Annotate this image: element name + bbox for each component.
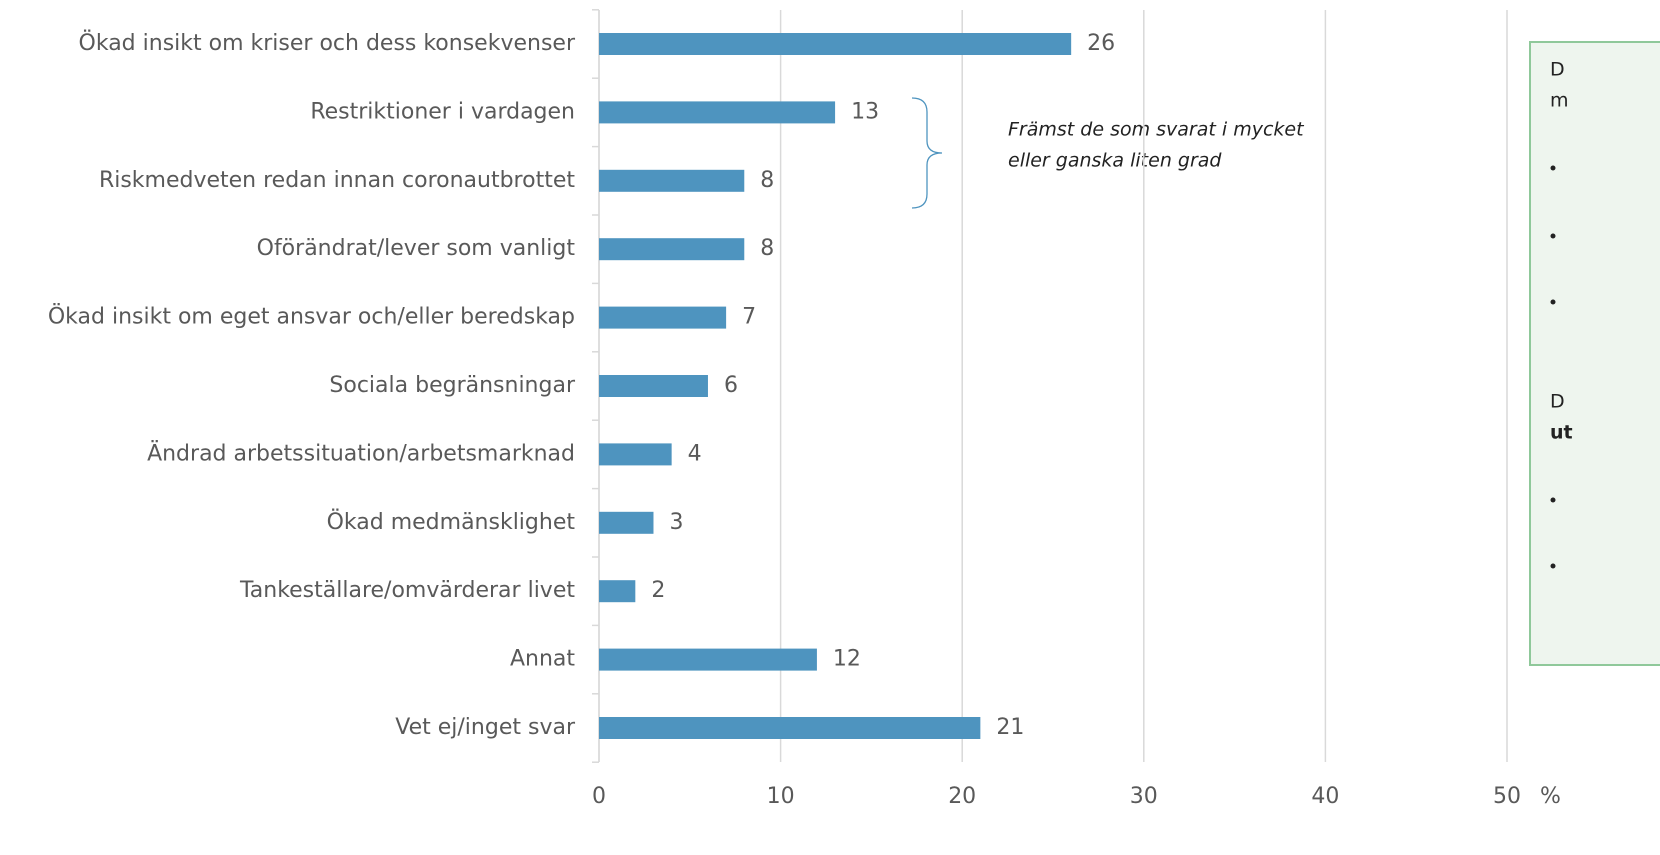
value-label: 3 xyxy=(669,510,683,535)
x-tick-label: 50 xyxy=(1493,784,1521,809)
sidebar-box xyxy=(1529,41,1660,666)
y-tick-label: Ökad insikt om kriser och dess konsekven… xyxy=(79,30,576,56)
brace xyxy=(911,97,943,209)
bar xyxy=(599,717,981,739)
x-tick-label: 10 xyxy=(767,784,795,809)
value-label: 6 xyxy=(724,373,738,398)
value-label: 4 xyxy=(688,441,702,466)
value-label: 2 xyxy=(651,578,665,603)
x-unit: % xyxy=(1540,784,1561,809)
bar xyxy=(599,169,745,192)
x-tick-label: 20 xyxy=(948,784,976,809)
bar xyxy=(599,648,817,671)
x-tick-label: 40 xyxy=(1311,784,1339,809)
bar xyxy=(599,375,708,397)
sidebar-text: D xyxy=(1550,59,1565,81)
bullet xyxy=(1550,299,1556,305)
y-tick-label: Annat xyxy=(510,647,575,672)
annotation: Främst de som svarat i mycket xyxy=(1008,119,1305,141)
y-tick-label: Oförändrat/lever som vanligt xyxy=(257,236,576,261)
y-tick-label: Ökad medmänsklighet xyxy=(327,509,576,535)
bar xyxy=(599,101,836,124)
x-tick-label: 0 xyxy=(592,784,606,809)
bar xyxy=(599,33,1072,55)
bar xyxy=(599,580,636,603)
bar xyxy=(599,443,672,466)
y-tick-label: Vet ej/inget svar xyxy=(395,715,576,740)
sidebar-text: ut xyxy=(1550,422,1573,444)
y-tick-label: Restriktioner i vardagen xyxy=(310,99,575,124)
value-label: 26 xyxy=(1087,31,1115,56)
bar xyxy=(599,511,654,534)
value-label: 8 xyxy=(760,236,774,261)
y-tick-label: Tankeställare/omvärderar livet xyxy=(239,578,575,603)
value-label: 21 xyxy=(996,715,1024,740)
x-tick-label: 30 xyxy=(1130,784,1158,809)
value-label: 12 xyxy=(833,647,861,672)
bar xyxy=(599,238,745,261)
value-label: 7 xyxy=(742,305,756,330)
y-tick-label: Ökad insikt om eget ansvar och/eller ber… xyxy=(48,304,575,330)
y-tick-label: Sociala begränsningar xyxy=(329,373,576,398)
bullet xyxy=(1550,563,1556,569)
bullet xyxy=(1550,165,1556,171)
sidebar-text: D xyxy=(1550,391,1565,413)
value-label: 13 xyxy=(851,99,879,124)
y-tick-label: Riskmedveten redan innan coronautbrottet xyxy=(99,168,575,193)
sidebar-text: m xyxy=(1550,90,1569,112)
value-label: 8 xyxy=(760,168,774,193)
bullet xyxy=(1550,233,1556,239)
bullet xyxy=(1550,497,1556,503)
bar xyxy=(599,306,727,329)
annotation: eller ganska liten grad xyxy=(1008,150,1222,172)
y-tick-label: Ändrad arbetssituation/arbetsmarknad xyxy=(147,440,575,466)
